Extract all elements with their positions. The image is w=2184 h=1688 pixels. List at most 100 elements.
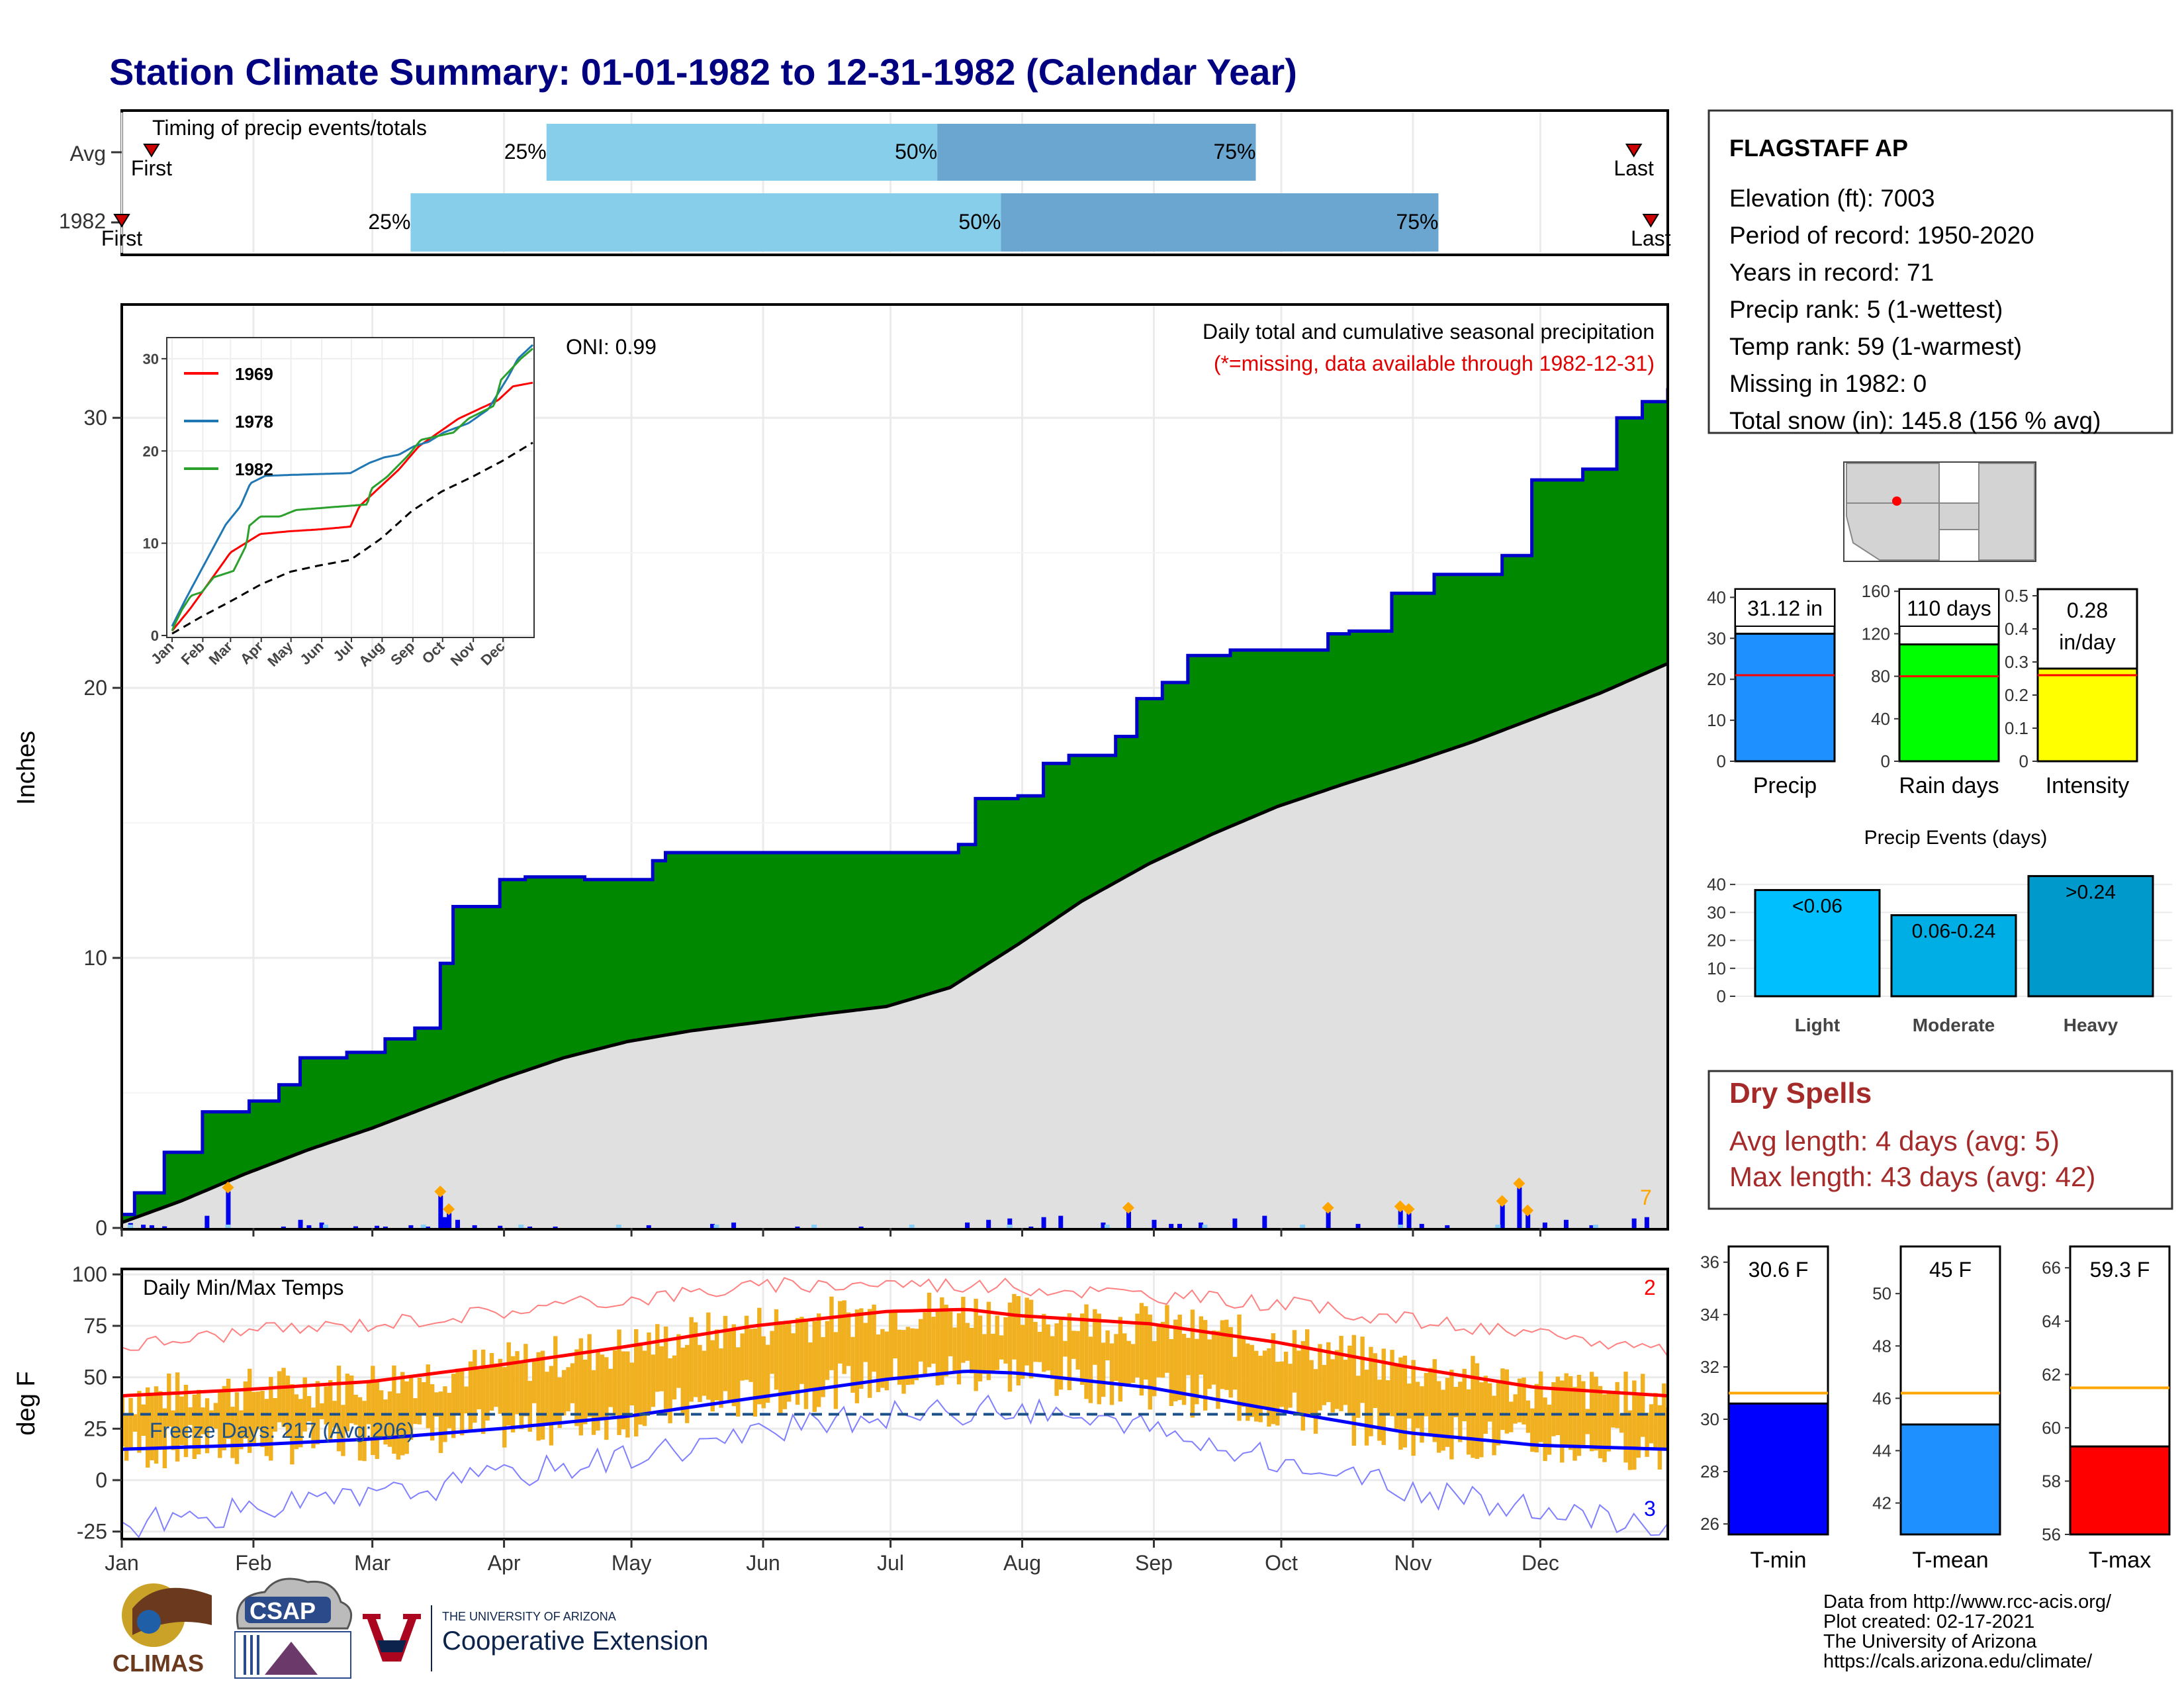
month-label: Apr (488, 1551, 521, 1575)
daily-temp-bar (625, 1351, 630, 1438)
precip-y-tick-label: 10 (83, 946, 107, 970)
trace-marker (1300, 1225, 1306, 1228)
daily-temp-bar (1432, 1359, 1437, 1442)
events-bar-label: >0.24 (2066, 881, 2116, 903)
daily-temp-bar (808, 1342, 813, 1391)
csap-logo: CSAP (234, 1577, 353, 1679)
daily-temp-bar (1360, 1336, 1365, 1403)
daily-temp-bar (1373, 1353, 1378, 1409)
trace-marker (713, 1225, 719, 1228)
daily-temp-bar (689, 1317, 694, 1402)
daily-temp-bar (1195, 1338, 1199, 1405)
daily-temp-bar (1322, 1364, 1327, 1405)
daily-precip-bar (455, 1219, 460, 1228)
daily-temp-bar (1050, 1336, 1055, 1380)
daily-temp-bar (1250, 1344, 1254, 1417)
daily-temp-bar (854, 1309, 860, 1403)
legend-1969: 1969 (235, 364, 273, 384)
daily-temp-bar (357, 1397, 363, 1461)
first-event-label: First (101, 226, 142, 250)
daily-precip-bars (127, 1177, 1649, 1228)
precip-y-tick-label: 30 (83, 406, 107, 430)
daily-temp-bar (905, 1327, 911, 1385)
daily-temp-bar (1364, 1370, 1369, 1446)
daily-temp-bar (774, 1309, 779, 1390)
daily-temp-bar (702, 1350, 707, 1396)
daily-temp-bar (863, 1323, 868, 1362)
heavy-event-marker (434, 1186, 447, 1198)
temp-summary-category: T-mean (1912, 1548, 1988, 1573)
dry-spells-avg: Avg length: 4 days (avg: 5) (1729, 1125, 2060, 1156)
precip-y-label: Inches (13, 731, 40, 805)
daily-temp-bar (213, 1403, 218, 1429)
daily-precip-bar (1500, 1205, 1505, 1228)
inset-line-1978 (171, 344, 534, 627)
daily-temp-bar (277, 1371, 282, 1423)
month-label: Feb (235, 1551, 271, 1575)
daily-precip-bar (306, 1225, 312, 1228)
daily-temp-bar (901, 1330, 906, 1394)
daily-temp-bar (744, 1315, 749, 1380)
daily-temp-bar (132, 1414, 138, 1432)
freeze-days: Freeze Days: 217 (Avg:206) (150, 1419, 414, 1442)
daily-temp-bar (146, 1387, 150, 1468)
daily-temp-bar (1407, 1383, 1412, 1419)
daily-precip-bar (1631, 1218, 1637, 1228)
daily-temp-bar (889, 1311, 893, 1378)
daily-temp-bar (574, 1349, 579, 1427)
temp-summary-y-label: 44 (1872, 1440, 1891, 1460)
daily-temp-bar (1203, 1320, 1208, 1411)
trace-marker (1202, 1225, 1208, 1228)
daily-precip-bar (965, 1222, 970, 1228)
summary-y-label: 120 (1862, 624, 1890, 643)
timing-row-avg-label: Avg (69, 142, 106, 165)
daily-precip-bar (442, 1217, 447, 1228)
daily-temp-bar (1288, 1364, 1293, 1408)
daily-temp-bar (1118, 1317, 1123, 1402)
daily-temp-bar (940, 1297, 944, 1385)
month-label: Mar (354, 1551, 390, 1575)
daily-temp-bar (638, 1342, 643, 1425)
record-low-line (122, 1394, 1668, 1538)
daily-temp-bar (680, 1347, 686, 1415)
daily-temp-bar (965, 1323, 970, 1361)
daily-temp-bar (248, 1368, 252, 1453)
daily-temp-bar (1326, 1342, 1331, 1403)
last-event-label: Last (1631, 226, 1671, 250)
timing-panel: 25% 50% 75% First Last 25% 50% 75% First Last Tim… (59, 109, 1671, 256)
trace-marker (1397, 1225, 1403, 1228)
daily-temp-bar (608, 1368, 613, 1407)
daily-temp-bar (371, 1366, 375, 1456)
daily-temp-bar (736, 1347, 741, 1417)
daily-temp-bar (1012, 1293, 1017, 1360)
daily-temp-bar (485, 1366, 490, 1421)
daily-temp-bar (1271, 1333, 1276, 1425)
daily-temp-bar (880, 1329, 885, 1388)
daily-temp-bar (1211, 1330, 1216, 1385)
daily-temp-bar (731, 1324, 737, 1407)
daily-temp-bar (1199, 1316, 1203, 1375)
daily-temp-bar (243, 1381, 248, 1439)
daily-temp-bar (1003, 1317, 1008, 1364)
daily-temp-bar (612, 1350, 617, 1415)
daily-temp-bar (302, 1377, 307, 1432)
daily-temp-bar (1054, 1323, 1059, 1396)
daily-temp-bar (1428, 1368, 1433, 1434)
summary-y-label: 0.3 (2005, 652, 2028, 672)
daily-temp-bar (230, 1407, 235, 1458)
daily-temp-bar (1186, 1338, 1191, 1376)
daily-temp-bar (799, 1317, 804, 1384)
avg-tmax-line (122, 1307, 1668, 1398)
daily-temp-bar (1653, 1393, 1658, 1450)
footer-line: https://cals.arizona.edu/climate/ (1823, 1651, 2093, 1672)
daily-temp-bar (816, 1313, 821, 1407)
daily-temp-bar (956, 1313, 962, 1385)
daily-temp-bar (1237, 1314, 1242, 1421)
daily-temp-bar (867, 1309, 872, 1398)
page-title: Station Climate Summary: 01-01-1982 to 1… (109, 51, 1297, 93)
temp-summary-y-label: 42 (1872, 1493, 1891, 1513)
daily-temp-bar (532, 1361, 537, 1403)
summary-y-label: 20 (1707, 669, 1726, 689)
daily-temp-bar (1411, 1360, 1416, 1456)
temp-summary-y-label: 62 (2042, 1364, 2061, 1384)
